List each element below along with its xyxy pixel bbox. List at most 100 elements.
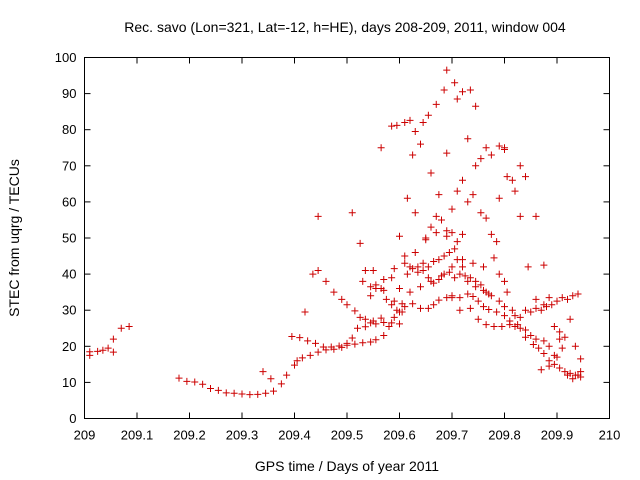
data-point	[553, 297, 561, 305]
x-tick-label: 209	[74, 428, 96, 443]
data-point	[466, 86, 474, 94]
x-tick-label: 210	[599, 428, 621, 443]
data-point	[453, 95, 461, 103]
data-point	[495, 194, 503, 202]
data-point	[532, 295, 540, 303]
data-point	[393, 121, 401, 129]
data-point	[516, 162, 524, 170]
data-point	[558, 294, 566, 302]
data-point	[417, 304, 424, 312]
data-point	[382, 295, 390, 303]
data-point	[435, 296, 443, 304]
data-point	[409, 300, 417, 308]
data-point	[283, 371, 291, 379]
data-point	[495, 297, 503, 305]
data-point	[314, 266, 322, 274]
data-point	[254, 390, 262, 398]
data-point	[372, 336, 380, 344]
x-tick-label: 209.9	[541, 428, 574, 443]
data-point	[451, 245, 459, 253]
data-point	[574, 290, 582, 298]
data-point	[511, 187, 519, 195]
data-point	[348, 209, 356, 217]
data-point	[482, 144, 490, 152]
data-point	[338, 295, 346, 303]
data-point	[556, 335, 564, 343]
data-point	[524, 263, 532, 271]
data-point	[495, 142, 503, 150]
data-point	[532, 335, 540, 343]
data-point	[522, 173, 529, 181]
data-point	[451, 79, 459, 87]
data-point	[199, 380, 207, 388]
data-point	[438, 216, 445, 224]
data-point	[388, 122, 396, 130]
data-point	[532, 212, 540, 220]
data-point	[545, 342, 553, 350]
data-point	[380, 286, 388, 294]
data-point	[474, 315, 482, 323]
data-point	[448, 229, 456, 237]
data-point	[564, 371, 571, 379]
data-point	[464, 290, 472, 298]
data-point	[522, 326, 529, 334]
y-tick-label: 20	[62, 339, 76, 354]
data-point	[267, 375, 275, 383]
x-tick-label: 209.6	[383, 428, 416, 443]
data-point	[459, 176, 466, 184]
data-point	[312, 339, 319, 347]
data-point	[377, 314, 385, 322]
data-point	[527, 308, 535, 316]
data-point	[469, 259, 477, 267]
y-tick-label: 60	[62, 194, 76, 209]
data-point	[448, 294, 456, 302]
data-point	[550, 360, 558, 368]
data-point	[440, 86, 448, 94]
data-point	[419, 259, 427, 267]
data-point	[361, 266, 369, 274]
x-axis: 209 209.1 209.2 209.3 209.4 209.5 209.6 209.7 20…	[74, 57, 621, 443]
data-point	[319, 343, 327, 351]
data-point	[477, 155, 485, 163]
y-tick-label: 30	[62, 303, 76, 318]
data-point	[466, 304, 474, 312]
x-tick-label: 209.7	[436, 428, 469, 443]
data-point	[369, 266, 377, 274]
data-point	[246, 391, 254, 399]
data-point	[545, 294, 553, 302]
data-point	[522, 333, 529, 341]
data-point	[380, 276, 388, 284]
data-point	[351, 340, 359, 348]
data-point	[424, 111, 432, 119]
data-point	[422, 236, 430, 244]
data-point	[327, 343, 335, 351]
data-point	[390, 313, 398, 321]
x-tick-label: 209.5	[331, 428, 364, 443]
y-tick-label: 80	[62, 122, 76, 137]
data-point	[459, 230, 466, 238]
data-point	[207, 385, 214, 393]
data-point	[493, 238, 501, 246]
data-point	[401, 259, 409, 267]
data-point	[183, 377, 191, 385]
data-point	[398, 300, 406, 308]
data-point	[411, 248, 419, 256]
data-point	[435, 276, 443, 284]
data-point	[480, 303, 487, 311]
data-point	[306, 351, 314, 359]
data-point	[537, 366, 545, 374]
data-point	[238, 390, 246, 398]
data-point	[466, 274, 474, 282]
data-point	[453, 187, 461, 195]
data-point	[380, 318, 388, 326]
data-point	[556, 364, 564, 372]
data-point	[304, 337, 312, 345]
data-point	[480, 286, 487, 294]
data-point	[501, 303, 508, 311]
data-point	[296, 334, 304, 342]
y-tick-label: 90	[62, 86, 76, 101]
data-point	[417, 140, 424, 148]
data-point	[459, 88, 466, 96]
data-point	[516, 313, 524, 321]
